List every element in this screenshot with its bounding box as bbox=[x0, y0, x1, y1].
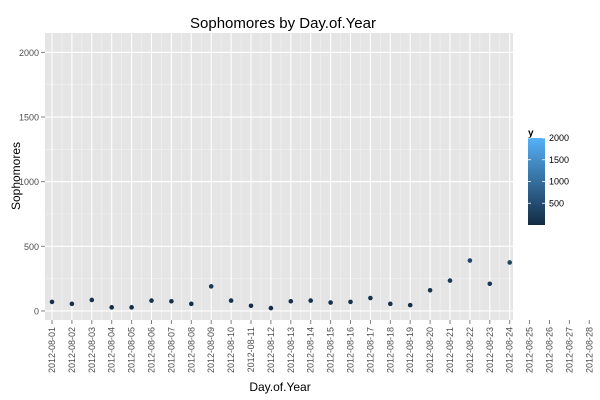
x-tick-label: 2012-08-20 bbox=[425, 327, 435, 373]
x-tick-label: 2012-08-07 bbox=[166, 327, 176, 373]
data-point bbox=[89, 297, 95, 303]
data-point bbox=[368, 295, 373, 301]
y-tick-label: 2000 bbox=[19, 48, 39, 58]
data-point bbox=[427, 287, 433, 293]
legend-colorbar bbox=[528, 138, 545, 225]
x-tick-label: 2012-08-02 bbox=[67, 327, 77, 373]
data-point bbox=[208, 284, 214, 289]
x-tick-label: 2012-08-01 bbox=[47, 327, 57, 373]
x-tick-label: 2012-08-12 bbox=[266, 327, 276, 373]
data-point bbox=[407, 302, 413, 308]
data-point bbox=[69, 301, 75, 307]
legend-break-label: 1500 bbox=[549, 155, 569, 165]
grid-major bbox=[45, 33, 513, 320]
x-tick-label: 2012-08-17 bbox=[365, 327, 375, 373]
data-point bbox=[49, 299, 55, 305]
y-tick-label: 1500 bbox=[19, 113, 39, 123]
y-axis-label: Sophomores bbox=[9, 142, 23, 210]
data-point bbox=[149, 298, 154, 303]
x-tick-label: 2012-08-04 bbox=[107, 327, 117, 373]
data-point bbox=[268, 305, 274, 311]
data-point bbox=[348, 299, 353, 305]
legend-break-label: 500 bbox=[549, 198, 564, 208]
data-point bbox=[228, 298, 234, 303]
data-point bbox=[129, 305, 134, 310]
data-point bbox=[248, 303, 254, 309]
x-tick-label: 2012-08-13 bbox=[286, 327, 296, 373]
x-tick-label: 2012-08-16 bbox=[346, 327, 356, 373]
x-tick-label: 2012-08-19 bbox=[405, 327, 415, 373]
data-point bbox=[447, 278, 453, 283]
legend-breaks: 2000 1500 1000 500 bbox=[528, 133, 569, 208]
x-tick-label: 2012-08-14 bbox=[306, 327, 316, 373]
y-tick-label: 500 bbox=[24, 242, 39, 252]
x-axis: 2012-08-01 2012-08-02 2012-08-03 2012-08-04… bbox=[47, 320, 594, 373]
plot-panel bbox=[45, 33, 513, 320]
x-tick-label: 2012-08-25 bbox=[525, 327, 535, 373]
x-tick-label: 2012-08-21 bbox=[445, 327, 455, 373]
data-point bbox=[507, 260, 512, 265]
x-tick-label: 2012-08-24 bbox=[505, 327, 515, 373]
data-point bbox=[388, 301, 393, 307]
x-tick-label: 2012-08-06 bbox=[147, 327, 157, 373]
chart-title: Sophomores by Day.of.Year bbox=[190, 15, 376, 32]
data-point bbox=[169, 298, 174, 304]
y-tick-label: 1000 bbox=[19, 177, 39, 187]
data-point bbox=[109, 305, 114, 310]
x-tick-label: 2012-08-15 bbox=[326, 327, 336, 373]
data-point bbox=[288, 298, 294, 304]
legend-break-label: 1000 bbox=[549, 177, 569, 187]
x-tick-label: 2012-08-03 bbox=[87, 327, 97, 373]
x-tick-label: 2012-08-22 bbox=[465, 327, 475, 373]
x-tick-label: 2012-08-09 bbox=[206, 327, 216, 373]
data-point bbox=[487, 281, 493, 287]
x-tick-label: 2012-08-23 bbox=[485, 327, 495, 373]
legend-title: y bbox=[528, 128, 534, 139]
x-tick-label: 2012-08-08 bbox=[186, 327, 196, 373]
data-point bbox=[189, 301, 194, 307]
x-tick-label: 2012-08-27 bbox=[564, 327, 574, 373]
x-tick-label: 2012-08-05 bbox=[127, 327, 137, 373]
legend: y 2000 1500 1000 500 bbox=[528, 128, 569, 225]
x-tick-label: 2012-08-18 bbox=[385, 327, 395, 373]
legend-break-label: 2000 bbox=[549, 133, 569, 143]
x-tick-label: 2012-08-10 bbox=[226, 327, 236, 373]
x-tick-label: 2012-08-26 bbox=[545, 327, 555, 373]
data-points bbox=[49, 258, 512, 311]
x-tick-label: 2012-08-11 bbox=[246, 327, 256, 372]
data-point bbox=[467, 258, 473, 263]
y-axis: 0 500 1000 1500 2000 bbox=[19, 48, 45, 316]
data-point bbox=[308, 298, 314, 303]
data-point bbox=[328, 300, 333, 305]
x-tick-label: 2012-08-28 bbox=[584, 327, 594, 373]
grid-minor bbox=[45, 33, 513, 320]
x-axis-label: Day.of.Year bbox=[249, 380, 310, 394]
y-tick-label: 0 bbox=[34, 306, 39, 316]
